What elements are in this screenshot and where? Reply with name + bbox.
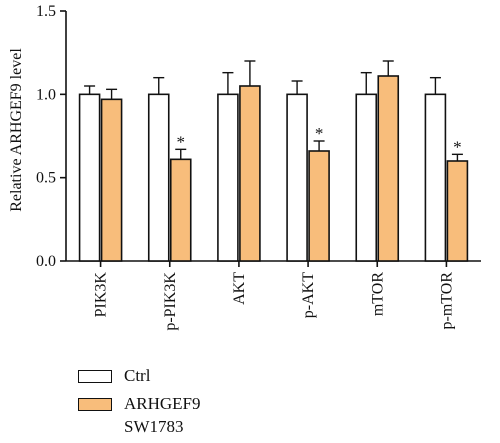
legend-label-ctrl: Ctrl bbox=[124, 366, 151, 385]
legend-swatch-arhgef9 bbox=[78, 398, 112, 411]
bar-3-1 bbox=[308, 150, 330, 262]
legend: Ctrl ARHGEF9 SW1783 bbox=[78, 364, 378, 442]
bar-3-0 bbox=[286, 93, 308, 262]
x-tick-label-3: p-AKT bbox=[300, 272, 317, 318]
bar-0-0 bbox=[78, 93, 101, 262]
bar-0-1 bbox=[100, 98, 123, 262]
x-tick-label-2: AKT bbox=[231, 272, 248, 305]
significance-label-1-1: * bbox=[177, 132, 186, 151]
x-tick-label-4: mTOR bbox=[369, 272, 386, 316]
bar-1-1 bbox=[169, 158, 192, 262]
x-tick-label-1: p-PIK3K bbox=[162, 272, 179, 331]
bar-4-0 bbox=[355, 93, 378, 262]
y-tick-label-2: 1.0 bbox=[36, 86, 56, 103]
bar-2-0 bbox=[217, 93, 239, 262]
plot-area: 0.0 0.5 1.0 1.5 PIK3K p-PIK3K * AKT p-AKT * mTOR p-… bbox=[36, 3, 481, 331]
legend-swatch-ctrl bbox=[78, 370, 112, 383]
legend-label-arhgef9: ARHGEF9 SW1783 bbox=[124, 394, 201, 436]
bar-2-1 bbox=[239, 85, 261, 262]
bar-1-0 bbox=[147, 93, 170, 262]
y-tick-label-3: 1.5 bbox=[36, 3, 56, 20]
significance-label-3-1: * bbox=[315, 124, 324, 143]
significance-label-5-1: * bbox=[453, 137, 462, 156]
bar-4-1 bbox=[377, 75, 400, 262]
y-axis-label: Relative ARHGEF9 level bbox=[8, 48, 25, 212]
y-tick-label-1: 0.5 bbox=[36, 170, 56, 187]
y-tick-label-0: 0.0 bbox=[36, 253, 56, 270]
x-tick-label-0: PIK3K bbox=[93, 272, 110, 318]
bar-5-1 bbox=[446, 160, 469, 262]
bar-5-0 bbox=[424, 93, 447, 262]
legend-item-ctrl: Ctrl bbox=[78, 364, 150, 387]
x-tick-label-5: p-mTOR bbox=[438, 272, 455, 330]
legend-item-arhgef9: ARHGEF9 SW1783 bbox=[78, 392, 201, 438]
